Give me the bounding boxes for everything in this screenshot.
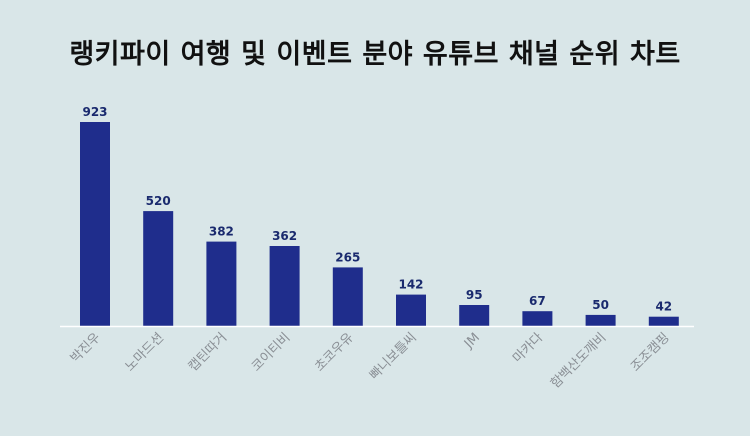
category-label-8: 마카다: [510, 330, 546, 366]
bar-1: [80, 122, 110, 326]
bar-8: [522, 311, 553, 326]
value-label-9: 50: [592, 298, 609, 312]
bar-2: [143, 211, 174, 326]
bar-3: [206, 241, 237, 326]
category-label-1: 박진우: [68, 330, 104, 366]
bar-10: [648, 316, 679, 326]
chart-title: 랭키파이 여행 및 이벤트 분야 유튜브 채널 순위 차트: [69, 39, 681, 70]
bar-6: [396, 294, 426, 326]
value-label-5: 265: [335, 250, 360, 264]
category-label-7: JM: [461, 330, 483, 352]
value-label-7: 95: [466, 288, 483, 302]
value-label-3: 382: [209, 225, 234, 239]
category-label-5: 초코우유: [312, 330, 356, 374]
category-label-6: 빠니보틀씨: [367, 330, 420, 383]
category-label-10: 조조캠핑: [628, 330, 672, 374]
category-label-3: 캡틴따거: [186, 330, 230, 374]
category-label-9: 함백산도깨비: [548, 330, 609, 391]
bar-5: [332, 267, 363, 326]
category-label-2: 노마드션: [123, 330, 167, 374]
bar-7: [459, 305, 490, 326]
value-label-6: 142: [398, 278, 423, 292]
value-label-10: 42: [655, 300, 672, 314]
value-label-8: 67: [529, 294, 546, 308]
bar-9: [585, 314, 616, 326]
value-label-1: 923: [82, 105, 107, 119]
value-label-2: 520: [146, 194, 171, 208]
value-label-4: 362: [272, 229, 297, 243]
bar-4: [269, 246, 300, 326]
category-label-4: 코이티비: [249, 330, 293, 374]
